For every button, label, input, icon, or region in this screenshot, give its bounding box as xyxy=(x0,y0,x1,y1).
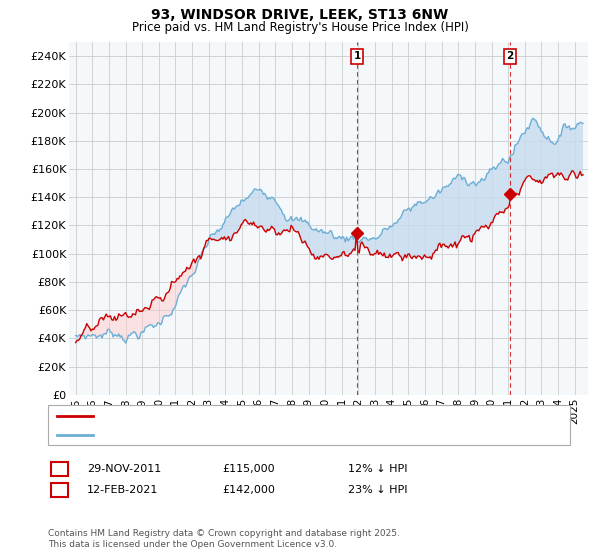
Text: HPI: Average price, semi-detached house, Staffordshire Moorlands: HPI: Average price, semi-detached house,… xyxy=(99,430,445,440)
Text: Price paid vs. HM Land Registry's House Price Index (HPI): Price paid vs. HM Land Registry's House … xyxy=(131,21,469,34)
Text: 23% ↓ HPI: 23% ↓ HPI xyxy=(348,485,407,495)
Text: £115,000: £115,000 xyxy=(222,464,275,474)
Text: 12% ↓ HPI: 12% ↓ HPI xyxy=(348,464,407,474)
Text: 1: 1 xyxy=(55,464,63,474)
Text: 2: 2 xyxy=(55,485,63,495)
Text: £142,000: £142,000 xyxy=(222,485,275,495)
Text: 93, WINDSOR DRIVE, LEEK, ST13 6NW: 93, WINDSOR DRIVE, LEEK, ST13 6NW xyxy=(151,8,449,22)
Text: 2: 2 xyxy=(506,51,514,61)
Text: 29-NOV-2011: 29-NOV-2011 xyxy=(87,464,161,474)
Text: 1: 1 xyxy=(353,51,361,61)
Text: 12-FEB-2021: 12-FEB-2021 xyxy=(87,485,158,495)
Text: 93, WINDSOR DRIVE, LEEK, ST13 6NW (semi-detached house): 93, WINDSOR DRIVE, LEEK, ST13 6NW (semi-… xyxy=(99,411,421,421)
Text: Contains HM Land Registry data © Crown copyright and database right 2025.
This d: Contains HM Land Registry data © Crown c… xyxy=(48,529,400,549)
